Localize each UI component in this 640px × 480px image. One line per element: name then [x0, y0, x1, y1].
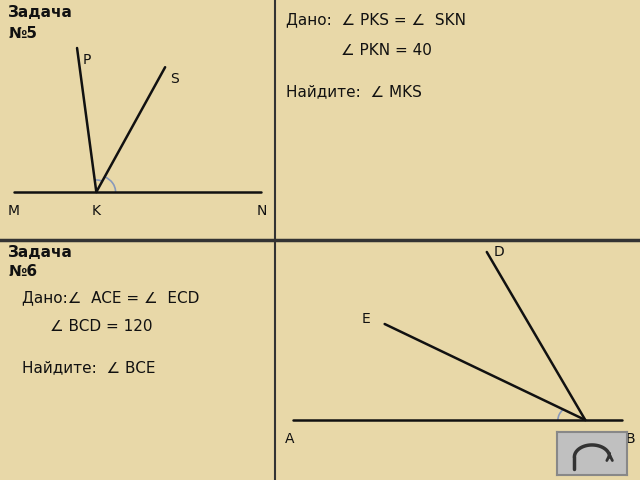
Text: M: M: [8, 204, 20, 218]
Text: B: B: [625, 432, 635, 446]
Text: Найдите:  ∠ MKS: Найдите: ∠ MKS: [286, 84, 422, 99]
Text: №6: №6: [8, 264, 37, 279]
Text: Дано:  ∠ PKS = ∠  SKN: Дано: ∠ PKS = ∠ SKN: [286, 12, 466, 27]
Text: D: D: [494, 245, 505, 259]
Text: S: S: [171, 72, 179, 86]
Text: Задача: Задача: [8, 5, 73, 20]
Text: ∠ PKN = 40: ∠ PKN = 40: [341, 43, 432, 58]
Text: Дано:∠  ACE = ∠  ECD: Дано:∠ ACE = ∠ ECD: [22, 290, 200, 305]
Text: A: A: [285, 432, 294, 446]
Text: P: P: [83, 53, 91, 67]
Text: K: K: [92, 204, 101, 218]
Text: E: E: [362, 312, 370, 326]
Text: Найдите:  ∠ BCE: Найдите: ∠ BCE: [22, 360, 156, 375]
Text: Задача: Задача: [8, 245, 73, 260]
Text: №5: №5: [8, 26, 37, 41]
Text: ∠ BCD = 120: ∠ BCD = 120: [49, 319, 152, 334]
Text: C: C: [577, 432, 586, 446]
Text: N: N: [256, 204, 267, 218]
